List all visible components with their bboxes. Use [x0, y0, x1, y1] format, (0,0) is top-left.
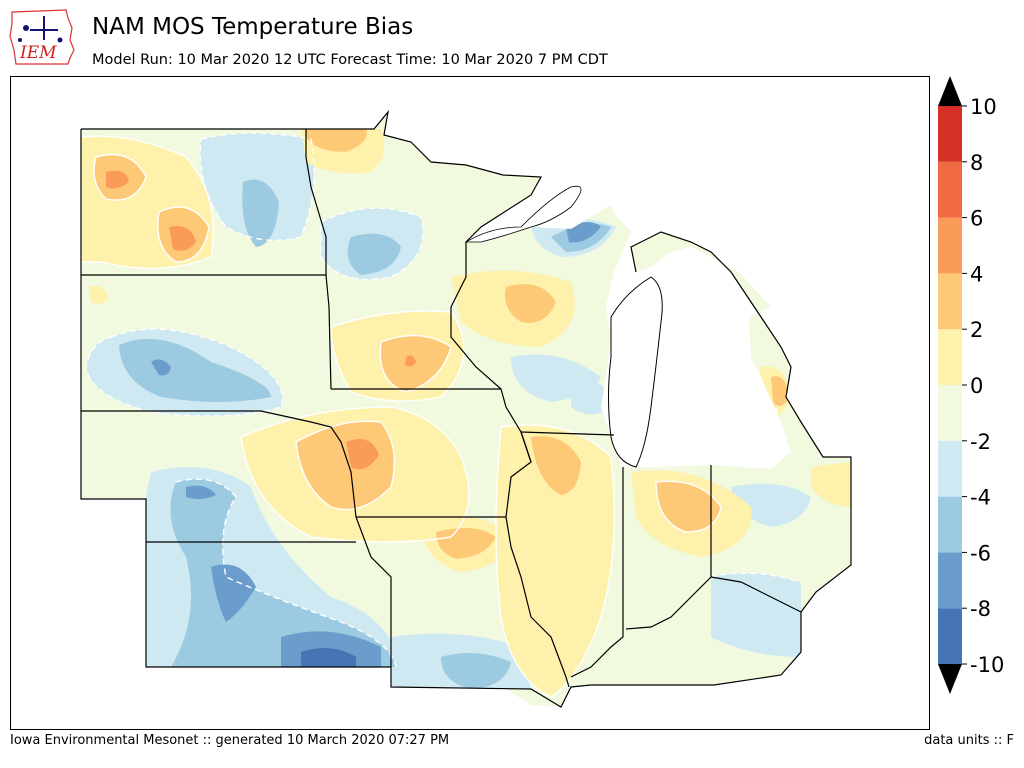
colorbar-tick-label: 2 — [970, 318, 983, 342]
colorbar-segment — [938, 496, 962, 553]
colorbar-tick-label: 0 — [970, 374, 983, 398]
footer-units: data units :: F — [924, 733, 1014, 748]
map-panel — [10, 76, 930, 730]
colorbar-tick-label: 6 — [970, 207, 983, 231]
colorbar-tick-label: 10 — [970, 95, 997, 119]
colorbar: -10 -8 -6 -4 -2 0 2 4 6 8 10 — [930, 76, 1024, 696]
colorbar-segment — [938, 161, 962, 218]
colorbar-segment — [938, 608, 962, 664]
bias-map — [80, 109, 852, 708]
colorbar-tick-label: -6 — [970, 541, 991, 565]
colorbar-under-arrow — [938, 664, 962, 694]
colorbar-tick-label: 8 — [970, 151, 983, 175]
colorbar-tick-label: -2 — [970, 430, 991, 454]
colorbar-tick-label: -4 — [970, 486, 991, 510]
colorbar-tick-label: -10 — [970, 653, 1004, 677]
colorbar-segment — [938, 385, 962, 441]
colorbar-over-arrow — [938, 76, 962, 106]
map-title: NAM MOS Temperature Bias — [92, 14, 414, 40]
iem-logo: IEM — [8, 6, 76, 68]
colorbar-segment — [938, 329, 962, 385]
map-subtitle: Model Run: 10 Mar 2020 12 UTC Forecast T… — [92, 52, 608, 68]
colorbar-segment — [938, 273, 962, 330]
colorbar-segment — [938, 106, 962, 162]
colorbar-segment — [938, 552, 962, 609]
colorbar-segment — [938, 440, 962, 497]
logo-text: IEM — [19, 43, 57, 63]
colorbar-tick-label: -8 — [970, 597, 991, 621]
colorbar-tick-label: 4 — [970, 262, 983, 286]
colorbar-segment — [938, 217, 962, 274]
footer-credit: Iowa Environmental Mesonet :: generated … — [10, 733, 450, 748]
